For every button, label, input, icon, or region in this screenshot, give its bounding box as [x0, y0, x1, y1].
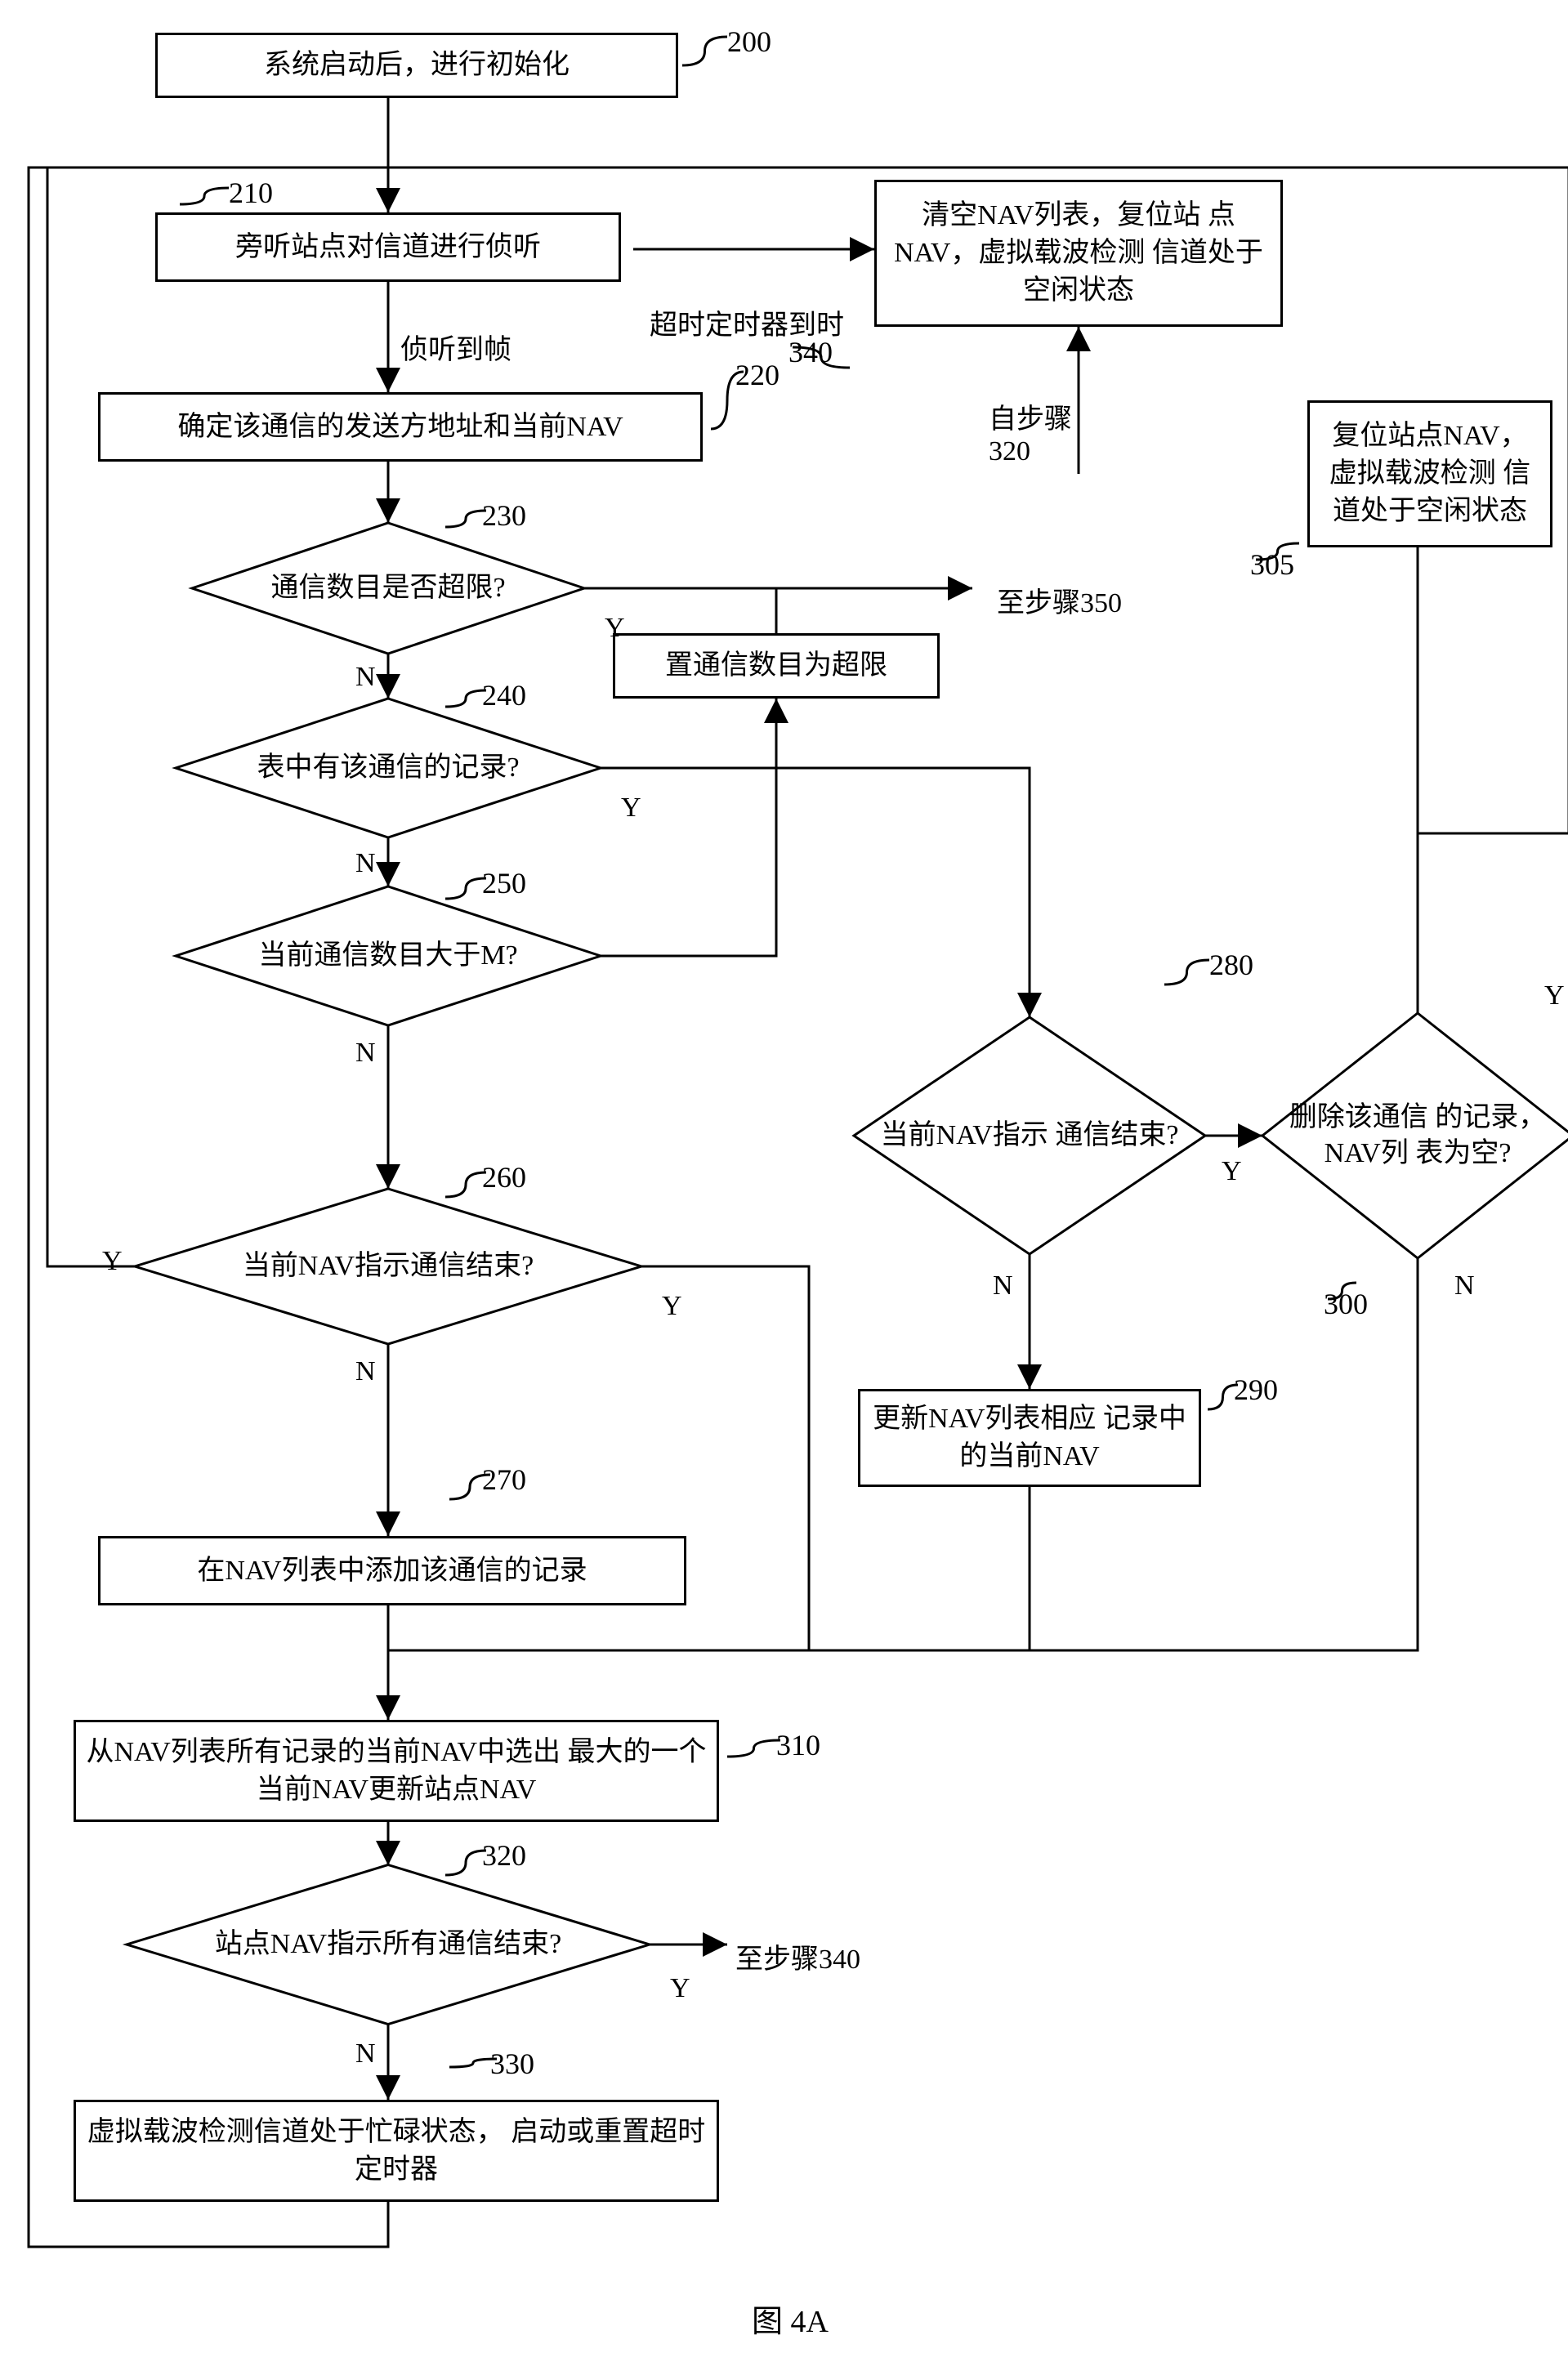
flow-box-b210: 旁听站点对信道进行侦听: [155, 212, 621, 282]
ref-label-r200: 200: [727, 25, 771, 59]
ref-label-r260: 260: [482, 1160, 526, 1194]
edge-label-l_from320: 自步骤 320: [989, 396, 1072, 467]
flow-box-b270: 在NAV列表中添加该通信的记录: [98, 1536, 686, 1605]
ref-label-r340: 340: [788, 335, 833, 369]
ref-label-r290: 290: [1234, 1373, 1278, 1407]
edge-label-l280Y: Y: [1222, 1156, 1242, 1187]
edge-label-l320N: N: [355, 2038, 376, 2070]
flow-decision-label-d230: 通信数目是否超限?: [192, 523, 584, 654]
edge-label-l230Y: Y: [605, 613, 625, 644]
flow-box-b340: 清空NAV列表，复位站 点NAV，虚拟载波检测 信道处于空闲状态: [874, 180, 1283, 327]
ref-label-r210: 210: [229, 176, 273, 210]
ref-hook: [682, 37, 727, 65]
ref-label-r280: 280: [1209, 948, 1253, 982]
edge-label-l250N: N: [355, 1038, 376, 1069]
ref-label-r310: 310: [776, 1728, 820, 1762]
flow-decision-label-d240: 表中有该通信的记录?: [176, 699, 601, 837]
ref-hook: [1164, 960, 1209, 985]
flow-decision-label-d260: 当前NAV指示通信结束?: [135, 1189, 641, 1344]
ref-label-r300: 300: [1324, 1287, 1368, 1321]
flow-box-b305: 复位站点NAV， 虚拟载波检测 信道处于空闲状态: [1307, 400, 1552, 547]
edge-label-l260Yleft: Y: [102, 1246, 123, 1277]
edge-label-l_to340: 至步骤340: [735, 1936, 860, 1976]
edge-label-l280N: N: [993, 1270, 1013, 1302]
ref-label-r270: 270: [482, 1462, 526, 1497]
ref-label-r220: 220: [735, 358, 780, 392]
edge-label-l_to350: 至步骤350: [997, 580, 1122, 620]
flow-box-b200: 系统启动后，进行初始化: [155, 33, 678, 98]
flow-arrow-6: [601, 768, 1030, 1017]
flow-box-b330: 虚拟载波检测信道处于忙碌状态， 启动或重置超时定时器: [74, 2100, 719, 2202]
ref-label-r250: 250: [482, 866, 526, 900]
edge-label-l260Y2: Y: [662, 1291, 682, 1322]
flow-arrow-9: [601, 699, 776, 956]
edge-label-l300Y: Y: [1544, 980, 1565, 1011]
ref-label-r230: 230: [482, 498, 526, 533]
ref-hook: [180, 188, 229, 204]
ref-label-r305: 305: [1250, 547, 1294, 582]
ref-label-r330: 330: [490, 2047, 534, 2081]
ref-label-r240: 240: [482, 678, 526, 712]
figure-caption: 图 4A: [752, 2296, 829, 2341]
flow-box-b220: 确定该通信的发送方地址和当前NAV: [98, 392, 703, 462]
flow-decision-label-d320: 站点NAV指示所有通信结束?: [127, 1865, 650, 2025]
edge-label-l240Y: Y: [621, 793, 641, 824]
flow-decision-label-d300: 删除该通信 的记录，NAV列 表为空?: [1262, 1013, 1568, 1258]
flow-decision-label-d280: 当前NAV指示 通信结束?: [854, 1017, 1205, 1254]
ref-label-r320: 320: [482, 1838, 526, 1873]
ref-hook: [727, 1740, 780, 1757]
edge-label-l300N: N: [1454, 1270, 1475, 1302]
edge-label-l320Y: Y: [670, 1973, 690, 2004]
flow-decision-label-d250: 当前通信数目大于M?: [176, 886, 601, 1025]
edge-label-l230N: N: [355, 662, 376, 693]
flow-box-b310: 从NAV列表所有记录的当前NAV中选出 最大的一个当前NAV更新站点NAV: [74, 1720, 719, 1822]
flow-box-b_set: 置通信数目为超限: [613, 633, 940, 699]
edge-label-l260N: N: [355, 1356, 376, 1387]
edge-label-l_frame: 侦听到帧: [400, 327, 511, 367]
flow-box-b290: 更新NAV列表相应 记录中的当前NAV: [858, 1389, 1201, 1487]
edge-label-l240N: N: [355, 848, 376, 879]
